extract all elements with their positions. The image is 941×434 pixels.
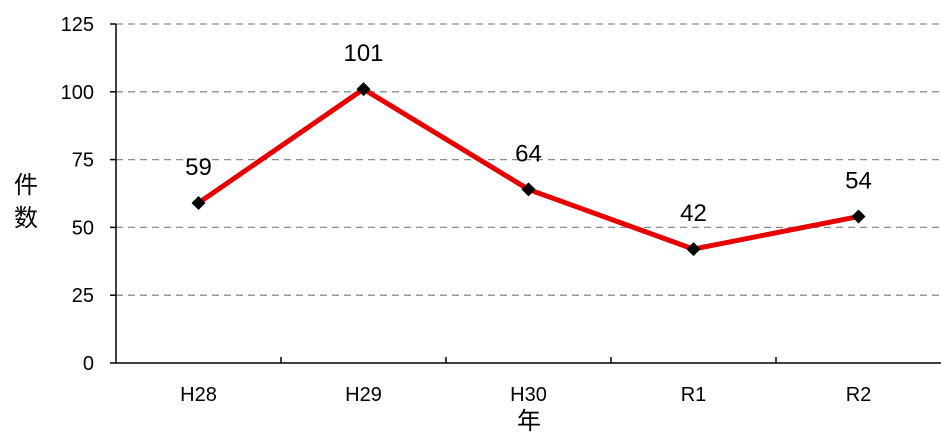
data-labels-group: 59 101 64 42 54	[185, 40, 872, 227]
data-point-marker	[851, 209, 866, 224]
y-tick-label: 100	[61, 82, 94, 104]
x-axis-title: 年	[517, 407, 541, 434]
y-tick-labels: 0 25 50 75 100 125	[61, 14, 116, 375]
x-tick-label: R1	[681, 384, 707, 406]
y-tick-label: 50	[72, 217, 94, 239]
data-point-marker	[686, 242, 701, 257]
axes	[115, 24, 941, 364]
y-tick-label: 125	[61, 14, 94, 36]
x-tick-marks	[280, 357, 777, 363]
y-tick-label: 75	[72, 150, 94, 172]
y-tick-label: 0	[83, 353, 94, 375]
data-label: 101	[343, 40, 383, 67]
x-tick-label: R2	[846, 384, 872, 406]
data-label: 59	[185, 154, 212, 181]
data-label: 64	[515, 140, 542, 167]
x-tick-label: H30	[510, 384, 547, 406]
data-label: 54	[845, 168, 872, 195]
data-point-marker	[521, 182, 536, 197]
series-group	[197, 86, 859, 252]
x-tick-labels: H28 H29 H30 R1 R2	[180, 384, 871, 406]
series-line	[197, 86, 859, 252]
y-tick-label: 25	[72, 285, 94, 307]
markers-group	[191, 82, 866, 257]
data-label: 42	[680, 200, 707, 227]
x-tick-label: H29	[345, 384, 382, 406]
data-point-marker	[191, 195, 206, 210]
y-axis-title-line-2: 数	[14, 204, 38, 232]
y-axis-title-line-1: 件	[14, 171, 38, 199]
x-tick-label: H28	[180, 384, 217, 406]
data-point-marker	[356, 82, 371, 97]
